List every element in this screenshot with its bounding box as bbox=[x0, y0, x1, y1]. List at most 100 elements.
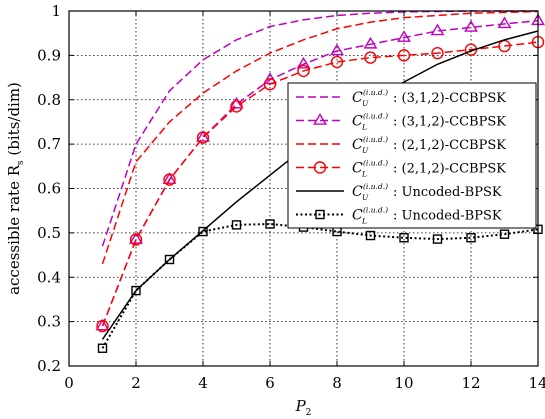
legend-symbol: C bbox=[352, 90, 363, 106]
series-point bbox=[464, 20, 478, 32]
legend-subscript: L bbox=[361, 170, 367, 179]
series-point bbox=[97, 343, 108, 353]
series-point bbox=[397, 30, 411, 42]
legend-symbol: C bbox=[352, 114, 363, 130]
x-axis-title: P2 bbox=[295, 397, 312, 418]
series-point bbox=[164, 254, 175, 265]
y-tick-label: 0.7 bbox=[37, 135, 61, 153]
series-line bbox=[101, 222, 539, 349]
legend-superscript: (i.u.d.) bbox=[363, 135, 388, 144]
legend-superscript: (i.u.d.) bbox=[363, 88, 388, 97]
legend-symbol: C bbox=[352, 137, 363, 153]
x-axis-title-sub: 2 bbox=[306, 408, 312, 418]
series-point bbox=[297, 64, 310, 78]
y-tick-label: 0.8 bbox=[37, 91, 61, 109]
series-point bbox=[129, 233, 143, 246]
series-point bbox=[364, 51, 377, 64]
series-point bbox=[96, 319, 109, 333]
series-point bbox=[263, 78, 277, 91]
legend-symbol: C bbox=[352, 184, 363, 200]
x-tick-label: 6 bbox=[265, 374, 275, 392]
x-tick-label: 0 bbox=[64, 374, 74, 392]
series-point bbox=[365, 230, 376, 241]
x-tick-label: 10 bbox=[394, 374, 413, 392]
legend-subscript: U bbox=[362, 99, 369, 108]
series-point bbox=[263, 72, 277, 85]
y-tick-label: 0.2 bbox=[37, 357, 61, 375]
series-point bbox=[95, 318, 110, 331]
y-axis-title: accessible rate Rs (bits/dim) bbox=[5, 82, 26, 295]
series-line bbox=[101, 41, 539, 327]
legend-entry: C (i.u.d.) U : (2,1,2)-CCBPSK bbox=[296, 135, 506, 155]
legend-entry: C (i.u.d.) L : Uncoded-BPSK bbox=[296, 206, 502, 226]
series-point bbox=[466, 233, 476, 243]
series-3 bbox=[101, 10, 539, 265]
y-tick-label: 0.9 bbox=[37, 46, 61, 64]
series-point bbox=[229, 96, 244, 109]
x-axis-title-main: P bbox=[295, 397, 307, 415]
series-point bbox=[430, 23, 445, 36]
series-layer bbox=[95, 10, 545, 353]
legend-label: : Uncoded-BPSK bbox=[393, 185, 502, 200]
y-tick-label: 1 bbox=[51, 2, 61, 20]
series-point bbox=[129, 232, 143, 244]
legend-label: : (3,1,2)-CCBPSK bbox=[393, 115, 506, 130]
legend-box bbox=[287, 82, 537, 229]
series-point bbox=[196, 131, 210, 144]
x-tick-label: 8 bbox=[332, 374, 342, 392]
x-tick-label: 4 bbox=[198, 374, 208, 392]
tick-labels: 0 2 4 6 8 10 12 14 0.2 0.3 0.4 0.5 0.6 0.7 0.8 0.9 1 bbox=[37, 2, 545, 392]
series-point bbox=[162, 172, 177, 184]
series-4 bbox=[96, 35, 545, 333]
legend-marker bbox=[313, 113, 327, 125]
y-tick-label: 0.5 bbox=[37, 224, 61, 242]
series-point bbox=[363, 36, 378, 49]
legend-symbol: C bbox=[352, 208, 363, 224]
legend-entry: C (i.u.d.) U : Uncoded-BPSK bbox=[296, 182, 502, 202]
legend-subscript: L bbox=[361, 217, 367, 226]
y-tick-label: 0.3 bbox=[37, 313, 61, 331]
legend-label: : Uncoded-BPSK bbox=[393, 209, 502, 224]
legend-marker bbox=[315, 209, 325, 220]
series-point bbox=[131, 285, 141, 296]
series-6 bbox=[97, 219, 543, 353]
series-point bbox=[431, 46, 444, 60]
legend-superscript: (i.u.d.) bbox=[363, 206, 388, 215]
series-point bbox=[196, 130, 210, 142]
legend-label: : (2,1,2)-CCBPSK bbox=[393, 138, 506, 153]
series-point bbox=[399, 233, 409, 243]
series-point bbox=[296, 56, 311, 69]
series-point bbox=[499, 229, 510, 239]
legend-entry: C (i.u.d.) L : (2,1,2)-CCBPSK bbox=[296, 159, 506, 179]
legend-subscript: L bbox=[361, 123, 367, 132]
y-axis-title-unit: (bits/dim) bbox=[5, 82, 23, 160]
legend-marker bbox=[313, 161, 327, 174]
legend-entry: C (i.u.d.) L : (3,1,2)-CCBPSK bbox=[296, 112, 506, 132]
legend-superscript: (i.u.d.) bbox=[363, 159, 388, 168]
series-point bbox=[163, 173, 176, 186]
series-point bbox=[330, 55, 344, 69]
x-tick-label: 2 bbox=[131, 374, 141, 392]
legend-subscript: U bbox=[362, 146, 369, 155]
legend-superscript: (i.u.d.) bbox=[363, 182, 388, 191]
series-point bbox=[198, 226, 208, 237]
legend-superscript: (i.u.d.) bbox=[363, 112, 388, 121]
legend-label: : (3,1,2)-CCBPSK bbox=[393, 91, 506, 106]
legend-label: : (2,1,2)-CCBPSK bbox=[393, 162, 506, 177]
legend-entry: C (i.u.d.) U : (3,1,2)-CCBPSK bbox=[296, 88, 506, 108]
series-point bbox=[497, 16, 512, 29]
legend-symbol: C bbox=[352, 161, 363, 177]
x-tick-label: 14 bbox=[528, 374, 545, 392]
legend-subscript: U bbox=[362, 193, 369, 202]
series-point bbox=[330, 43, 344, 56]
series-line bbox=[101, 10, 539, 265]
y-axis-title-sub: s bbox=[16, 160, 26, 165]
series-point bbox=[231, 220, 242, 230]
y-tick-label: 0.6 bbox=[37, 180, 61, 198]
series-point bbox=[265, 219, 275, 229]
series-point bbox=[230, 100, 243, 113]
y-axis-title-main: accessible rate R bbox=[5, 164, 23, 295]
y-tick-label: 0.4 bbox=[37, 268, 61, 286]
